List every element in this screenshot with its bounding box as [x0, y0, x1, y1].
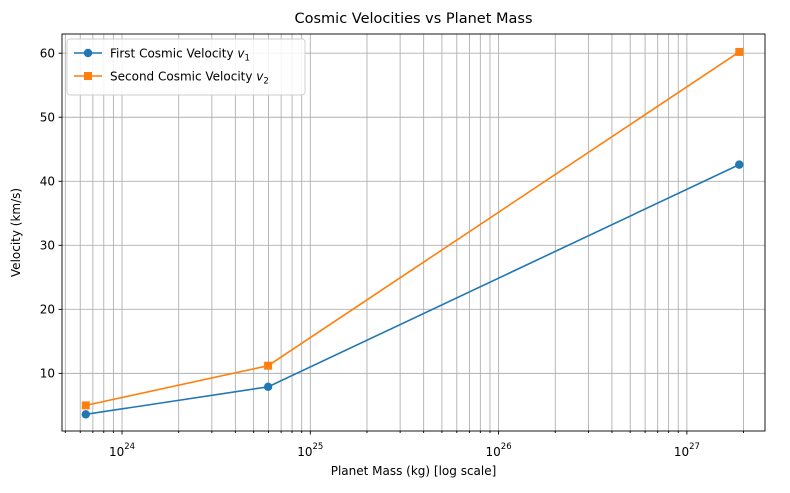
- plot-frame: [61, 33, 766, 432]
- data-point-series-2: [81, 401, 90, 410]
- series-layer: [81, 47, 744, 419]
- data-point-series-1: [263, 382, 273, 392]
- series-line-1: [85, 163, 740, 416]
- legend: First Cosmic Velocity v1 Second Cosmic Ve…: [66, 38, 306, 96]
- x-tick-label: 1026: [486, 442, 512, 459]
- y-tick-label: 60: [40, 47, 55, 61]
- x-tick-label: 1027: [674, 442, 700, 459]
- axes: 10 20 30 40 50 60 1024 1025 1026 1027: [40, 47, 744, 459]
- legend-label-2: Second Cosmic Velocity v2: [110, 69, 269, 86]
- y-tick-label: 50: [40, 111, 55, 125]
- legend-marker-2: [84, 72, 92, 80]
- x-tick-label: 1025: [297, 442, 323, 459]
- x-tick-label: 1024: [109, 442, 135, 459]
- chart-title: Cosmic Velocities vs Planet Mass: [294, 11, 532, 27]
- y-tick-label: 20: [40, 303, 55, 317]
- y-axis-label: Velocity (km/s): [9, 188, 23, 277]
- legend-marker-1: [83, 48, 93, 58]
- y-tick-label: 30: [40, 239, 55, 253]
- legend-box: [66, 38, 306, 96]
- y-tick-label: 40: [40, 175, 55, 189]
- data-point-series-2: [735, 47, 744, 56]
- data-point-series-1: [81, 410, 90, 419]
- legend-label-1: First Cosmic Velocity v1: [110, 46, 250, 63]
- y-tick-label: 10: [40, 367, 55, 381]
- x-axis-label: Planet Mass (kg) [log scale]: [331, 464, 497, 478]
- series-line-2: [85, 51, 740, 407]
- data-point-series-1: [735, 160, 744, 169]
- grid: [62, 34, 765, 431]
- data-point-series-2: [264, 361, 273, 370]
